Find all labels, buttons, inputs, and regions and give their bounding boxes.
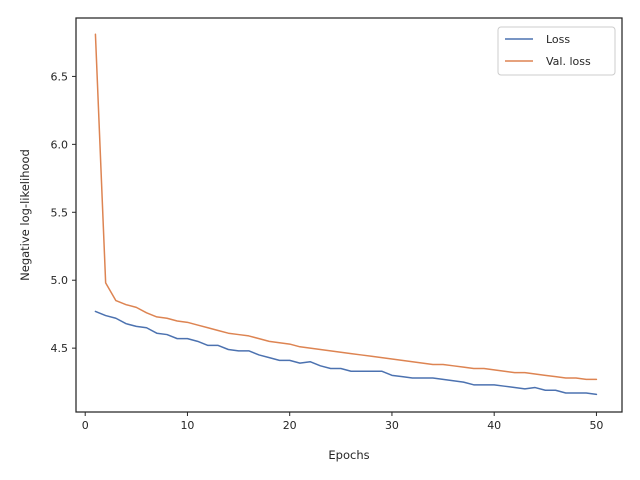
legend: Loss Val. loss — [497, 26, 616, 76]
y-axis-ticks: 4.5 5.0 5.5 6.0 6.5 — [51, 70, 76, 355]
x-tick-label: 30 — [385, 419, 399, 432]
x-tick-label: 40 — [487, 419, 501, 432]
x-tick-label: 0 — [82, 419, 89, 432]
x-axis-ticks: 0 10 20 30 40 50 — [82, 412, 603, 432]
y-tick-label: 6.5 — [51, 70, 69, 83]
plot-area — [94, 33, 598, 396]
axes-frame — [75, 17, 623, 413]
series-line-loss — [94, 310, 598, 396]
series-line-val-loss — [94, 33, 598, 381]
y-tick-label: 5.0 — [51, 274, 69, 287]
x-tick-label: 20 — [283, 419, 297, 432]
x-axis-label: Epochs — [328, 448, 369, 462]
legend-label: Val. loss — [546, 55, 591, 68]
y-tick-label: 4.5 — [51, 342, 69, 355]
y-tick-label: 6.0 — [51, 138, 69, 151]
x-tick-label: 10 — [180, 419, 194, 432]
x-tick-label: 50 — [589, 419, 603, 432]
y-tick-label: 5.5 — [51, 206, 69, 219]
legend-label: Loss — [546, 33, 570, 46]
y-axis-label: Negative log-likelihood — [18, 149, 32, 281]
